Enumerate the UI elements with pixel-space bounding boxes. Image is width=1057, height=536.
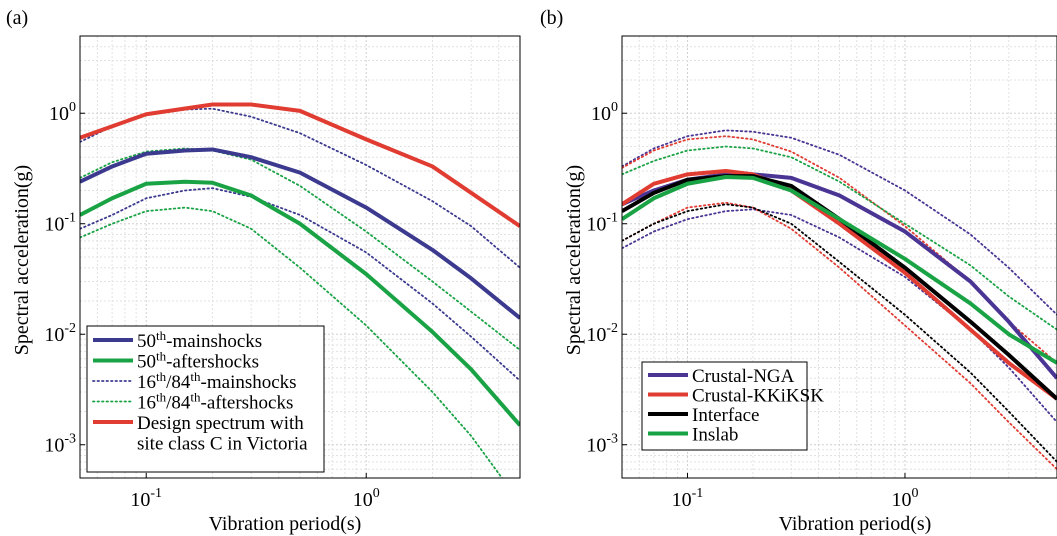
legend-label-1: 50th-aftershocks [137, 349, 259, 373]
series-line-8 [622, 203, 1057, 463]
series-group [622, 129, 1057, 471]
panel-b: (b) Vibration period(s) Spectral acceler… [540, 7, 1057, 535]
y-tick-label: 10-2 [44, 321, 76, 346]
y-tick-label: 10-3 [586, 432, 618, 457]
legend-label-3: 16th/84th-aftershocks [137, 390, 293, 414]
x-tick-label: 100 [353, 486, 380, 511]
legend-label-1: Crustal-KKiKSK [692, 386, 824, 407]
series-line-9 [622, 145, 1057, 331]
x-axis-label-a: Vibration period(s) [209, 513, 362, 535]
panel-a: (a) Vibration period(s) Spectral acceler… [6, 7, 521, 535]
series-line-1 [80, 179, 520, 427]
y-tick-label: 10-2 [586, 321, 618, 346]
plot-frame [79, 35, 521, 479]
series-line-5 [622, 208, 1057, 424]
y-axis-label-b: Spectral acceleration(g) [563, 165, 585, 355]
legend: 50th-mainshocks50th-aftershocks16th/84th… [86, 325, 325, 473]
y-tick-label: 10-1 [44, 211, 76, 236]
series-line-0 [80, 147, 520, 320]
legend-label-6-line2: site class C in Victoria [137, 434, 308, 455]
x-axis-label-b: Vibration period(s) [779, 513, 932, 535]
x-tick-label: 10-1 [672, 486, 704, 511]
legend-label-2: 16th/84th-mainshocks [137, 369, 297, 393]
series-line-5 [80, 206, 504, 478]
y-tick-label: 100 [591, 100, 618, 125]
legend-label-3: Inslab [692, 425, 738, 446]
series-line-3 [622, 174, 1057, 365]
legend-label-2: Interface [692, 405, 760, 426]
series-line-4 [622, 129, 1057, 316]
x-tick-label: 10-1 [130, 486, 162, 511]
legend-label-0: 50th-mainshocks [137, 328, 262, 352]
legend-label-6: Design spectrum with [137, 413, 304, 434]
panel-label-b: (b) [540, 7, 563, 29]
y-tick-label: 10-1 [586, 211, 618, 236]
x-tick-label: 100 [891, 486, 918, 511]
series-group [80, 102, 520, 478]
series-line-7 [622, 201, 1057, 471]
series-line-2 [622, 174, 1057, 401]
series-line-6 [80, 102, 520, 228]
y-tick-label: 100 [49, 100, 76, 125]
legend-label-0: Crustal-NGA [692, 366, 795, 387]
series-line-3 [80, 147, 520, 351]
legend-box [86, 325, 325, 473]
plot-frame [621, 35, 1057, 479]
panel-label-a: (a) [6, 7, 28, 29]
y-tick-label: 10-3 [44, 432, 76, 457]
y-axis-label-a: Spectral acceleration(g) [11, 165, 33, 355]
